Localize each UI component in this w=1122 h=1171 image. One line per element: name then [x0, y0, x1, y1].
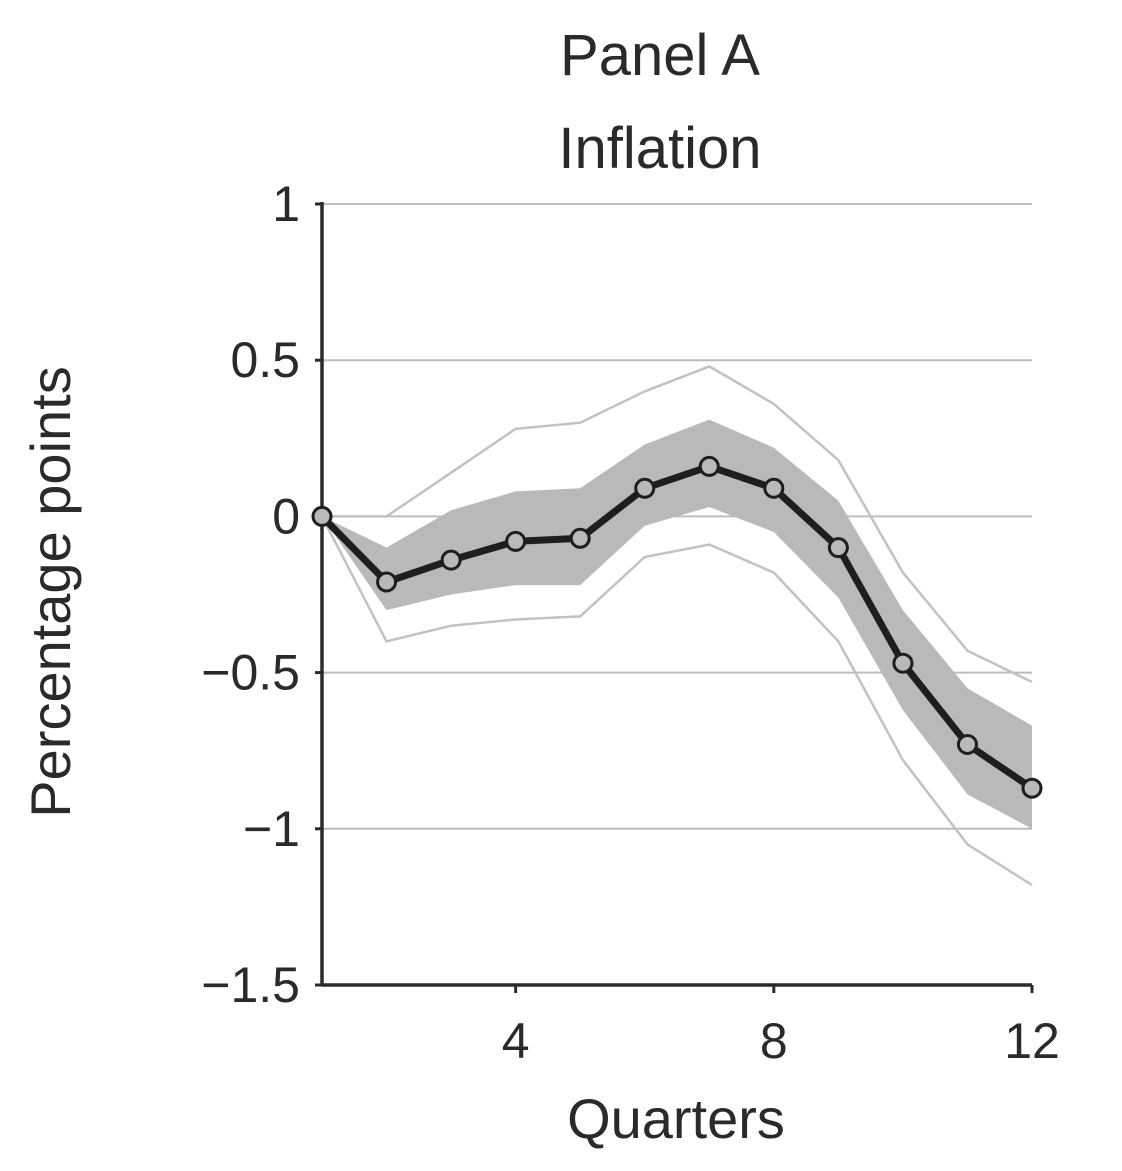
outer-band-upper-line [322, 365, 1033, 684]
x-tick-label: 12 [1004, 1013, 1060, 1069]
data-point [763, 477, 785, 499]
data-point [634, 477, 656, 499]
axes [315, 202, 1034, 993]
data-point [1021, 777, 1043, 799]
outer-confidence-band [320, 365, 1033, 887]
x-axis-label: Quarters [567, 1087, 785, 1150]
y-tick-label: 1 [272, 176, 300, 232]
series [311, 455, 1043, 799]
data-point [440, 549, 462, 571]
series-line [318, 462, 1036, 792]
x-tick-label: 8 [760, 1013, 788, 1069]
x-tick-label: 4 [502, 1013, 530, 1069]
y-axis-label: Percentage points [19, 366, 82, 817]
y-tick-label: −1.5 [201, 957, 300, 1013]
data-point [698, 455, 720, 477]
data-point [311, 505, 333, 527]
data-point [956, 733, 978, 755]
data-point [892, 652, 914, 674]
tick-labels: 1 0.5 0 −0.5 −1 −1.5 4 8 12 [201, 176, 1060, 1069]
outer-band-lower-line [320, 515, 1033, 887]
data-point [376, 571, 398, 593]
data-point [505, 530, 527, 552]
y-tick-label: −0.5 [201, 645, 300, 701]
y-tick-label: −1 [243, 801, 300, 857]
inner-band-area [322, 419, 1032, 829]
chart-subtitle: Inflation [558, 116, 761, 181]
inner-confidence-band [322, 419, 1032, 829]
y-tick-label: 0 [272, 488, 300, 544]
data-point [827, 537, 849, 559]
y-tick-label: 0.5 [230, 332, 300, 388]
data-point [569, 527, 591, 549]
chart-title: Panel A [560, 23, 760, 88]
